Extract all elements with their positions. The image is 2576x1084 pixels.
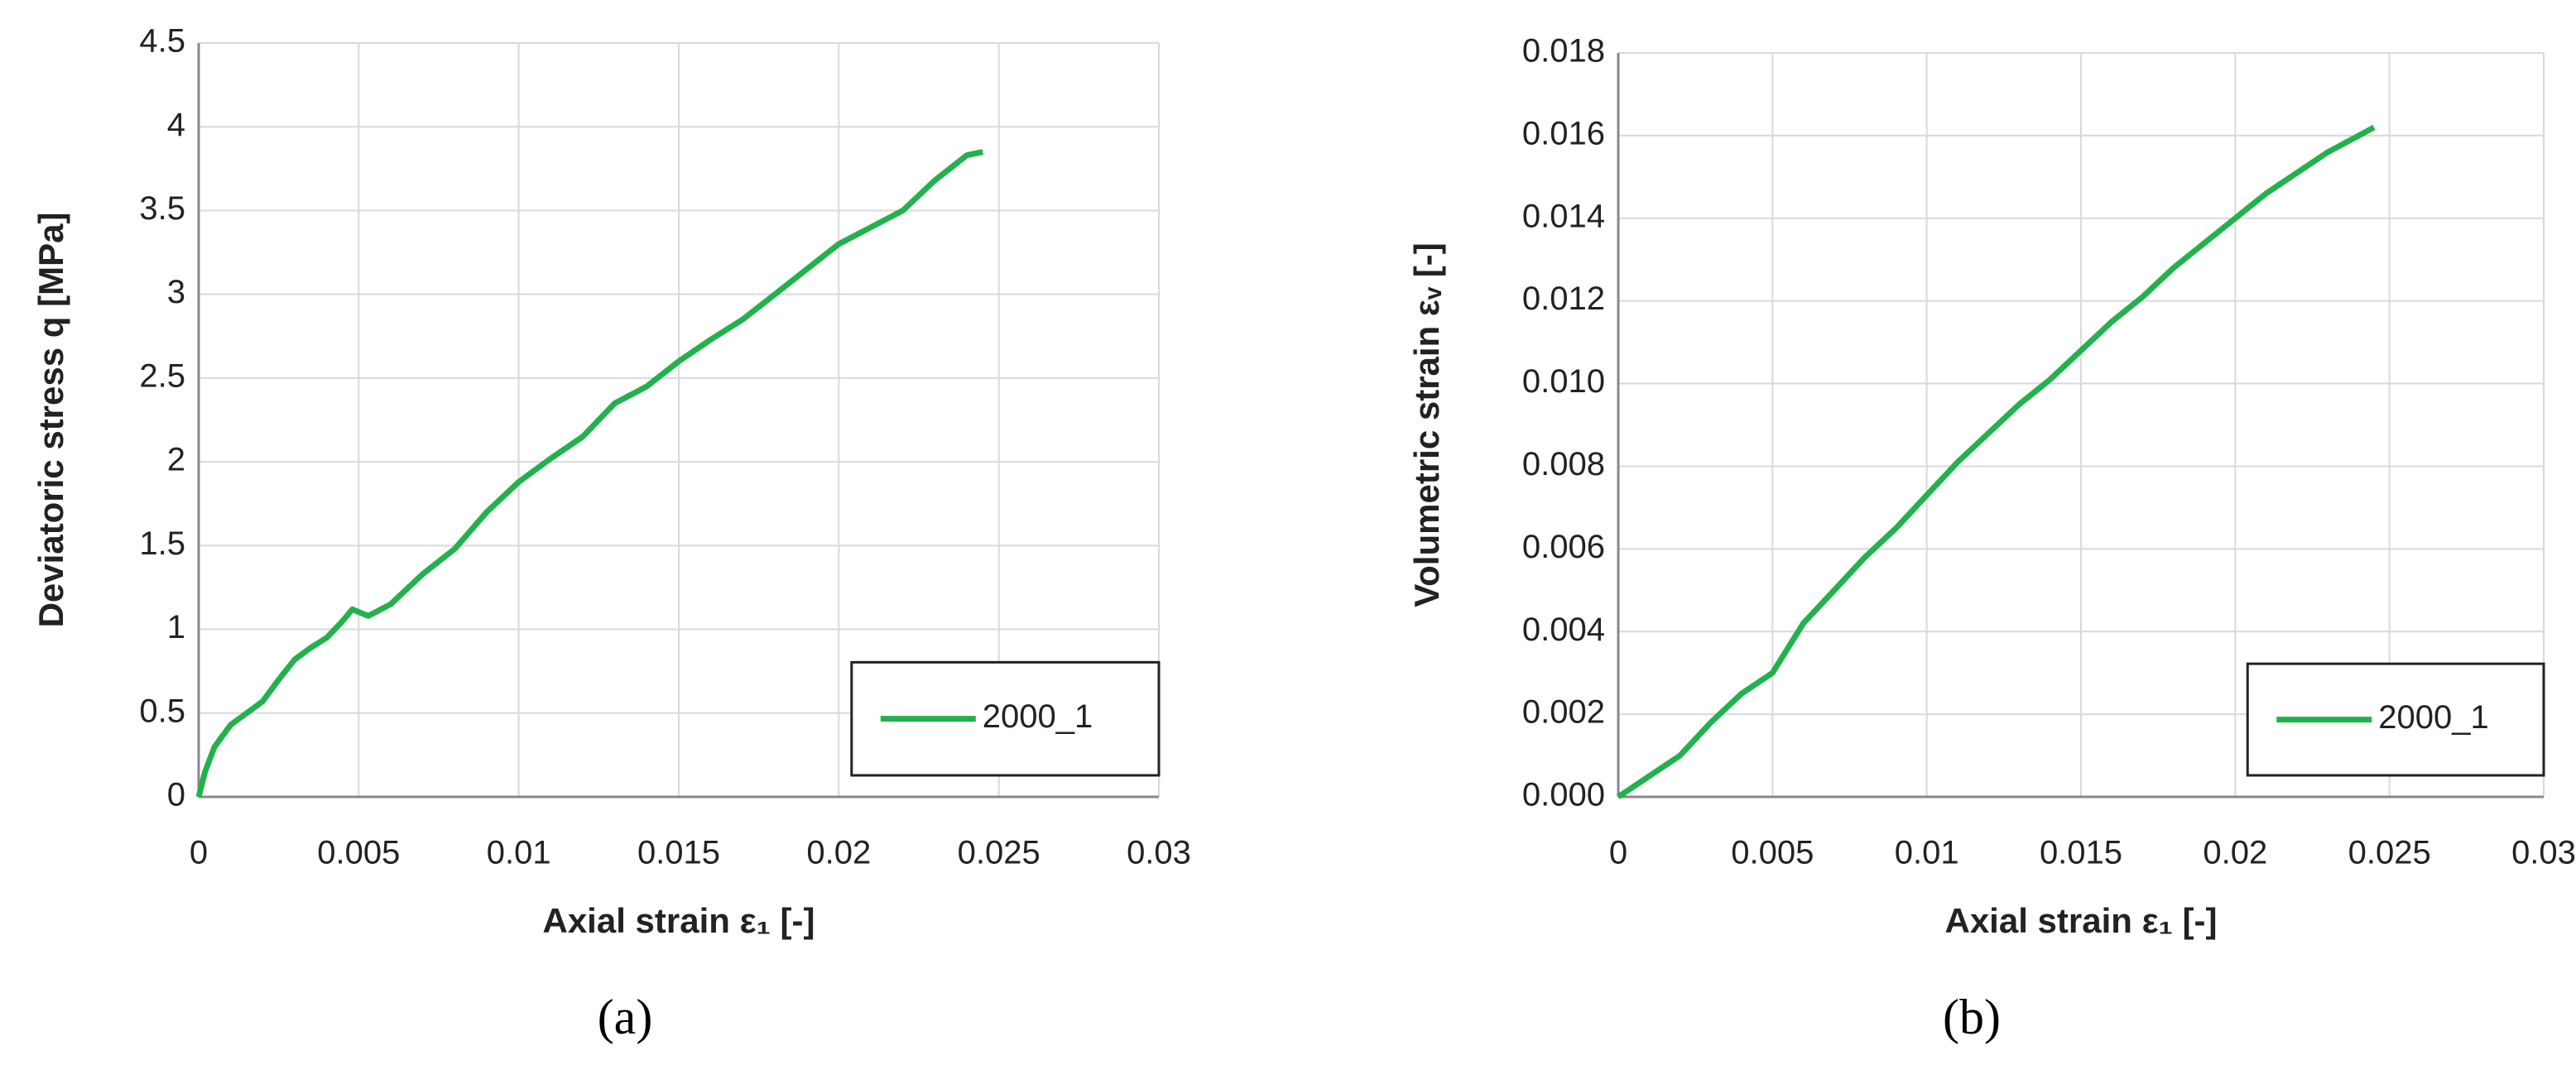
y-tick-label: 0.5 bbox=[139, 693, 185, 729]
y-tick-label: 0.018 bbox=[1522, 33, 1605, 70]
data-line bbox=[195, 149, 984, 798]
x-axis-title: Axial strain ε₁ [-] bbox=[542, 901, 815, 940]
x-tick-label: 0.01 bbox=[1895, 835, 1959, 871]
y-tick-label: 0.000 bbox=[1522, 777, 1605, 813]
x-axis-title: Axial strain ε₁ [-] bbox=[1944, 901, 2217, 940]
x-tick-label: 0 bbox=[190, 835, 208, 871]
y-tick-label: 0.006 bbox=[1522, 529, 1605, 565]
y-tick-label: 3 bbox=[167, 274, 185, 310]
caption: (b) bbox=[1943, 990, 2001, 1044]
y-tick-label: 4.5 bbox=[139, 23, 185, 60]
data-line bbox=[1617, 124, 2376, 799]
y-tick-label: 2 bbox=[167, 442, 185, 478]
y-axis-title: Deviatoric stress q [MPa] bbox=[31, 213, 70, 628]
y-tick-label: 0.002 bbox=[1522, 694, 1605, 731]
y-tick-label: 0.016 bbox=[1522, 115, 1605, 151]
x-tick-label: 0 bbox=[1609, 835, 1627, 871]
x-tick-label: 0.025 bbox=[958, 835, 1040, 871]
x-tick-label: 0.015 bbox=[637, 835, 720, 871]
x-tick-label: 0.005 bbox=[1731, 835, 1814, 871]
y-tick-label: 0.004 bbox=[1522, 612, 1605, 648]
y-tick-label: 2.5 bbox=[139, 357, 185, 394]
y-tick-label: 0.008 bbox=[1522, 446, 1605, 482]
x-tick-label: 0.02 bbox=[806, 835, 871, 871]
y-axis-title: Volumetric strain εᵥ [-] bbox=[1407, 242, 1446, 607]
x-tick-label: 0.03 bbox=[2511, 835, 2576, 871]
y-tick-label: 4 bbox=[167, 107, 185, 143]
y-tick-label: 1.5 bbox=[139, 525, 185, 562]
caption: (a) bbox=[598, 990, 653, 1044]
legend-label: 2000_1 bbox=[983, 698, 1093, 735]
y-tick-label: 0.010 bbox=[1522, 363, 1605, 400]
x-tick-label: 0.025 bbox=[2348, 835, 2431, 871]
y-tick-label: 0.012 bbox=[1522, 281, 1605, 317]
y-tick-label: 0 bbox=[167, 777, 185, 813]
y-tick-label: 1 bbox=[167, 609, 185, 645]
x-tick-label: 0.005 bbox=[317, 835, 400, 871]
y-tick-label: 3.5 bbox=[139, 190, 185, 227]
x-tick-label: 0.03 bbox=[1127, 835, 1191, 871]
y-tick-label: 0.014 bbox=[1522, 198, 1605, 234]
x-tick-label: 0.02 bbox=[2203, 835, 2267, 871]
x-tick-label: 0.01 bbox=[487, 835, 551, 871]
legend-label: 2000_1 bbox=[2378, 699, 2488, 736]
x-tick-label: 0.015 bbox=[2040, 835, 2122, 871]
